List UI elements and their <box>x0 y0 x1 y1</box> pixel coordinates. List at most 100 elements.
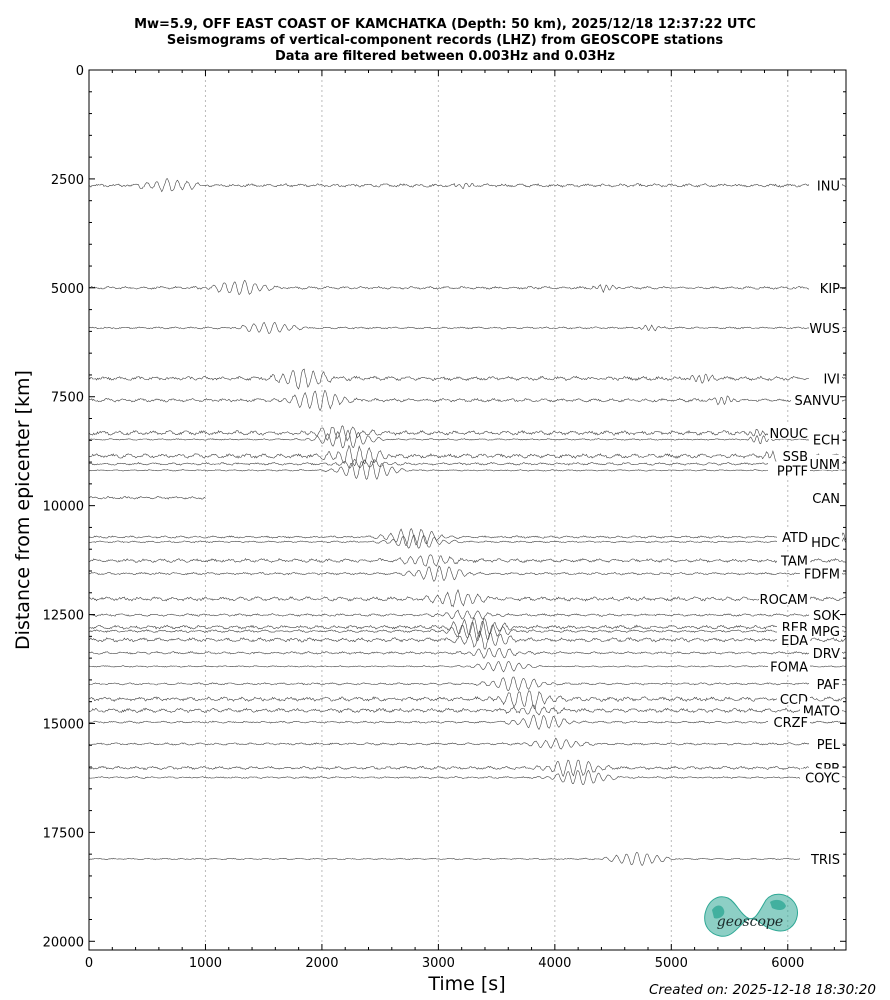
trace-pel <box>88 737 846 750</box>
trace-eda <box>88 630 846 650</box>
station-label-inu: INU <box>817 179 840 194</box>
station-label-ech: ECH <box>813 433 840 448</box>
station-label-mpg: MPG <box>811 625 840 640</box>
trace-coyc <box>88 769 846 786</box>
station-label-atd: ATD <box>782 531 808 546</box>
station-label-bg <box>800 564 842 580</box>
station-label-bg <box>800 768 842 784</box>
y-tick-label-7500: 7500 <box>51 391 84 406</box>
station-label-ivi: IVI <box>823 372 840 387</box>
y-tick-label-5000: 5000 <box>51 282 84 297</box>
station-label-ssb: SSB <box>783 450 808 465</box>
trace-sanvu <box>88 389 846 412</box>
creation-timestamp: Created on: 2025-12-18 18:30:20 <box>648 982 876 998</box>
station-label-pptf: PPTF <box>777 464 808 479</box>
x-tick-label-3000: 3000 <box>422 956 455 971</box>
station-label-bg <box>809 430 842 446</box>
station-label-coyc: COYC <box>805 771 840 786</box>
station-label-bg <box>809 369 842 385</box>
plot-frame <box>88 69 847 951</box>
station-label-bg <box>768 657 810 673</box>
x-axis-label: Time [s] <box>427 973 505 995</box>
trace-unm <box>88 458 846 469</box>
trace-sok <box>88 609 846 620</box>
trace-kip <box>88 279 846 296</box>
trace-mato <box>88 704 846 716</box>
trace-crzf <box>88 714 846 730</box>
station-label-bg <box>809 488 842 504</box>
trace-pptf <box>88 460 846 480</box>
trace-rocam <box>88 589 846 608</box>
station-label-bg <box>809 643 842 659</box>
station-label-hdc: HDC <box>811 536 840 551</box>
x-tick-label-2000: 2000 <box>305 956 338 971</box>
station-label-fdfm: FDFM <box>804 568 840 583</box>
title-line-1: Mw=5.9, OFF EAST COAST OF KAMCHATKA (Dep… <box>134 17 756 32</box>
station-label-kip: KIP <box>820 282 840 297</box>
station-label-bg <box>809 605 842 621</box>
station-label-bg <box>809 278 842 294</box>
station-label-bg <box>777 446 810 462</box>
station-label-nouc: NOUC <box>769 427 808 442</box>
station-label-bg <box>800 701 842 717</box>
station-label-sanvu: SANVU <box>794 394 840 409</box>
station-label-bg <box>809 176 842 192</box>
axis-ticks: 0 1000 2000 3000 4000 5000 6000 0 2500 5000 7500 10… <box>43 64 846 971</box>
chart-title: Mw=5.9, OFF EAST COAST OF KAMCHATKA (Dep… <box>0 17 890 65</box>
station-label-rocam: ROCAM <box>760 593 808 608</box>
trace-paf <box>88 676 846 692</box>
x-tick-label-6000: 6000 <box>771 956 804 971</box>
station-label-can: CAN <box>812 492 840 507</box>
y-tick-label-0: 0 <box>76 64 84 79</box>
trace-can <box>88 496 206 500</box>
title-line-2: Seismograms of vertical-component record… <box>166 33 724 48</box>
trace-ssb <box>88 444 846 467</box>
station-label-mato: MATO <box>803 704 840 719</box>
y-tick-label-12500: 12500 <box>43 609 84 624</box>
y-tick-label-20000: 20000 <box>43 935 84 950</box>
trace-hdc <box>88 534 846 549</box>
grid-lines <box>204 70 789 950</box>
trace-tris <box>88 851 805 866</box>
trace-fdfm <box>88 565 846 582</box>
y-tick-label-15000: 15000 <box>43 717 84 732</box>
trace-wus <box>88 321 846 334</box>
station-label-bg <box>777 551 810 567</box>
station-label-bg <box>791 391 842 407</box>
x-tick-label-4000: 4000 <box>538 956 571 971</box>
station-label-bg <box>809 318 842 334</box>
station-label-wus: WUS <box>809 322 840 337</box>
trace-mpg <box>88 620 846 642</box>
station-label-bg <box>768 461 810 477</box>
station-label-unm: UNM <box>810 458 840 473</box>
station-label-tris: TRIS <box>810 853 840 868</box>
title-line-3: Data are filtered between 0.003Hz and 0.… <box>274 49 616 64</box>
trace-drv <box>88 647 846 659</box>
y-tick-label-2500: 2500 <box>51 173 84 188</box>
trace-atd <box>88 528 846 546</box>
trace-ivi <box>88 368 846 390</box>
trace-foma <box>88 661 846 673</box>
station-label-bg <box>809 532 842 548</box>
x-tick-label-1000: 1000 <box>189 956 222 971</box>
trace-ech <box>89 429 846 449</box>
x-tick-label-0: 0 <box>85 956 93 971</box>
station-label-bg <box>809 734 842 750</box>
geoscope-logo: geoscope <box>700 888 802 948</box>
station-label-paf: PAF <box>817 678 840 693</box>
trace-nouc <box>88 425 846 442</box>
y-axis-label: Distance from epicenter [km] <box>12 370 34 650</box>
seismogram-traces <box>88 178 846 866</box>
station-label-bg <box>809 674 842 690</box>
station-label-bg <box>768 423 810 439</box>
station-label-bg <box>809 622 842 638</box>
trace-rer <box>89 617 846 639</box>
globe-icon: geoscope <box>704 893 798 937</box>
trace-ccd <box>88 690 846 710</box>
trace-spb <box>88 759 846 777</box>
station-label-eda: EDA <box>781 634 808 649</box>
station-label-bg <box>800 849 842 865</box>
x-tick-label-5000: 5000 <box>655 956 688 971</box>
